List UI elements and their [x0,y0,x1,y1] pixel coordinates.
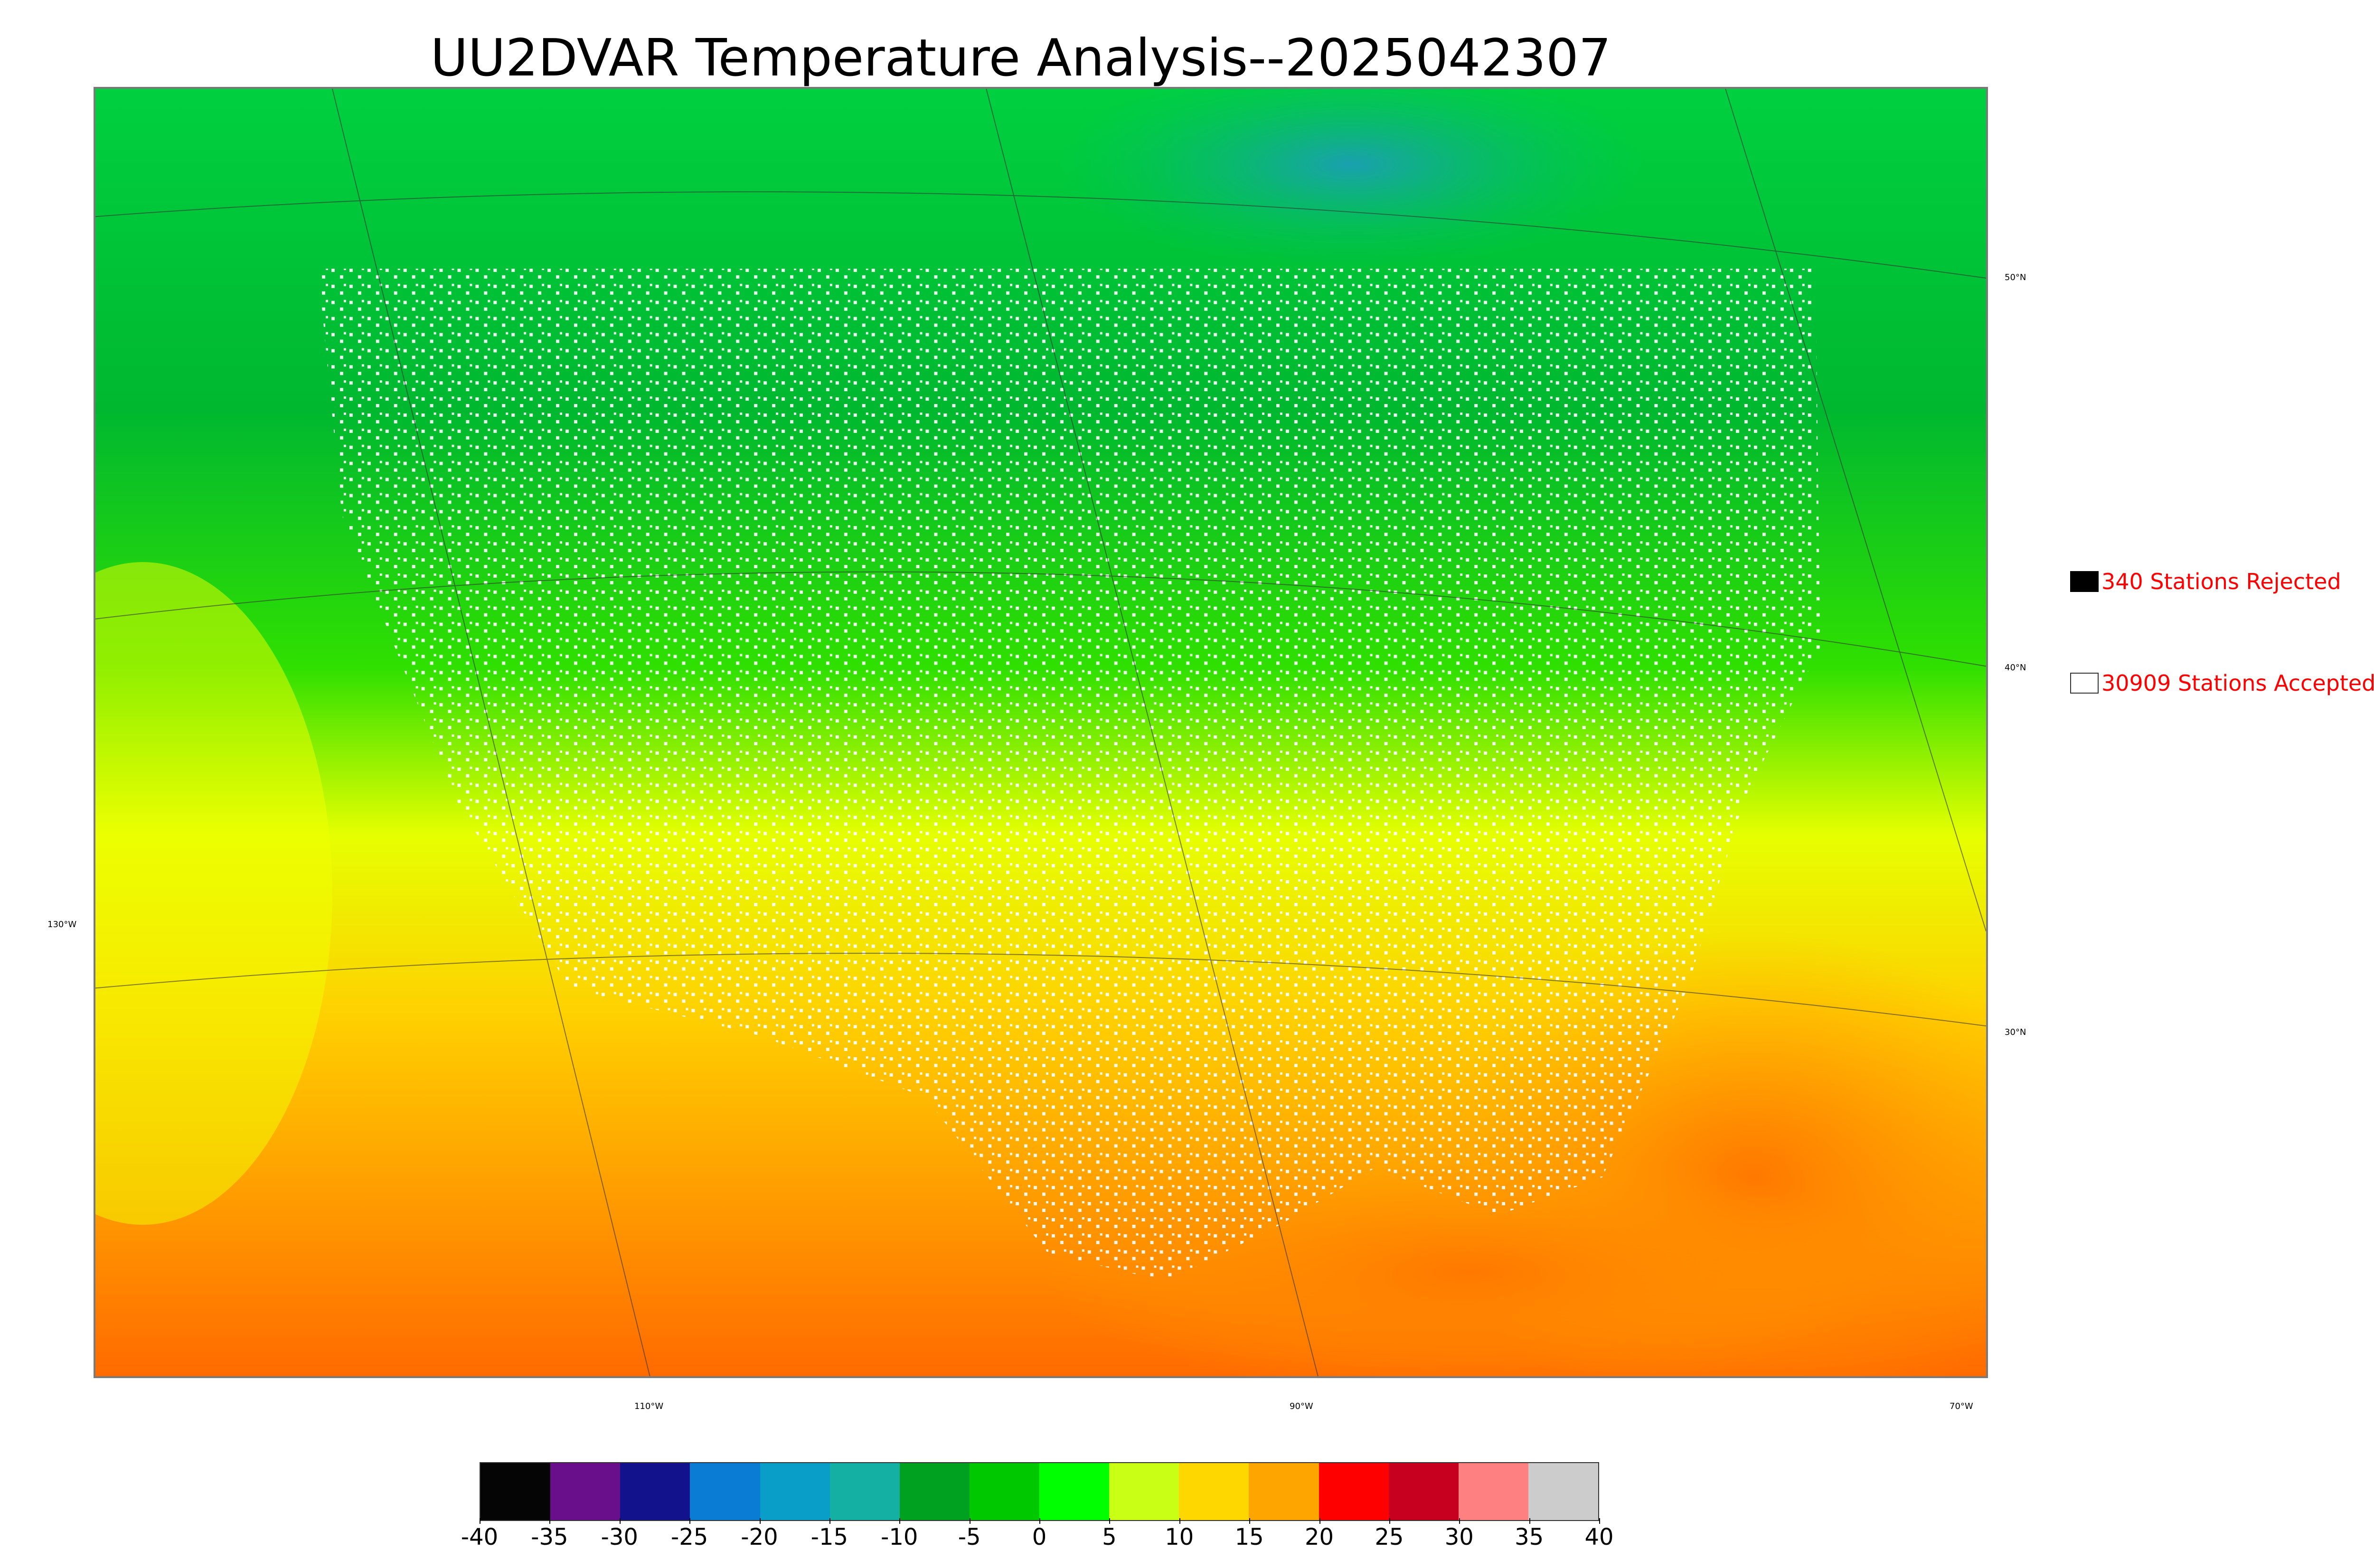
colorbar-tick-label: 30 [1444,1524,1474,1550]
colorbar-tick-label: 15 [1234,1524,1264,1550]
lon-label-130: 130°W [47,920,77,930]
colorbar-tick [1389,1518,1395,1524]
colorbar-tick [549,1518,555,1524]
colorbar-tick-label: 5 [1102,1524,1117,1550]
lat-label-50: 50°N [2005,272,2026,282]
colorbar-segment [760,1463,830,1520]
legend-accepted-label: 30909 Stations Accepted [2101,670,2374,696]
colorbar-segment [550,1463,621,1520]
colorbar-tick [1529,1518,1535,1524]
colorbar-tick-label: -5 [958,1524,981,1550]
graticule [95,89,1986,1376]
colorbar-tick-label: -40 [461,1524,499,1550]
lon-label-110: 110°W [634,1401,664,1411]
lat-label-40: 40°N [2005,663,2026,673]
colorbar-tick-label: 20 [1304,1524,1334,1550]
colorbar-tick-label: 10 [1165,1524,1194,1550]
legend-rejected: 340 Stations Rejected [2070,569,2341,594]
colorbar-tick-label: 25 [1375,1524,1404,1550]
legend-accepted: 30909 Stations Accepted [2070,670,2374,696]
colorbar-segment [1528,1463,1598,1520]
colorbar-tick [1249,1518,1255,1524]
map-canvas [95,89,1986,1376]
legend-accepted-swatch [2070,673,2099,694]
colorbar-tick-label: -35 [531,1524,568,1550]
colorbar-tick-label: -30 [601,1524,638,1550]
colorbar-segment [1319,1463,1389,1520]
colorbar-tick-label: -25 [670,1524,708,1550]
colorbar-tick [689,1518,695,1524]
colorbar-segment [1039,1463,1110,1520]
colorbar-tick [899,1518,905,1524]
colorbar-tick [1179,1518,1185,1524]
colorbar-segment [1388,1463,1459,1520]
colorbar-segment [829,1463,900,1520]
conus-station-cluster [318,268,1820,1282]
legend-rejected-swatch [2070,571,2099,592]
colorbar-tick-label: 40 [1584,1524,1614,1550]
colorbar-tick [1319,1518,1325,1524]
colorbar-tick-label: 0 [1032,1524,1047,1550]
colorbar-segment [1249,1463,1319,1520]
colorbar-tick [1109,1518,1115,1524]
colorbar-segment [969,1463,1039,1520]
lon-label-70: 70°W [1950,1401,1973,1411]
pacific-warm-area [95,562,332,1225]
colorbar-tick [829,1518,835,1524]
colorbar-tick [1599,1518,1605,1524]
temperature-colorbar [480,1462,1599,1521]
colorbar-tick [969,1518,975,1524]
colorbar-tick-label: 35 [1515,1524,1544,1550]
colorbar-segment [899,1463,970,1520]
colorbar-tick [1459,1518,1465,1524]
colorbar-tick-label: -10 [881,1524,918,1550]
colorbar-segment [620,1463,690,1520]
legend-rejected-label: 340 Stations Rejected [2101,569,2341,594]
colorbar-tick [1039,1518,1045,1524]
lon-label-90: 90°W [1290,1401,1313,1411]
colorbar-segment [1109,1463,1179,1520]
colorbar-segment [480,1463,551,1520]
colorbar-tick [480,1518,485,1524]
colorbar-segment [690,1463,760,1520]
lat-label-30: 30°N [2005,1027,2026,1037]
colorbar-tick [619,1518,625,1524]
temperature-map[interactable] [94,87,1988,1378]
colorbar-tick [759,1518,765,1524]
hudson-bay-cool-area [1057,89,1645,269]
colorbar-segment [1179,1463,1249,1520]
colorbar-segment [1458,1463,1528,1520]
colorbar-tick-label: -15 [810,1524,848,1550]
colorbar-tick-label: -20 [741,1524,778,1550]
map-title: UU2DVAR Temperature Analysis--2025042307 [430,28,1611,88]
